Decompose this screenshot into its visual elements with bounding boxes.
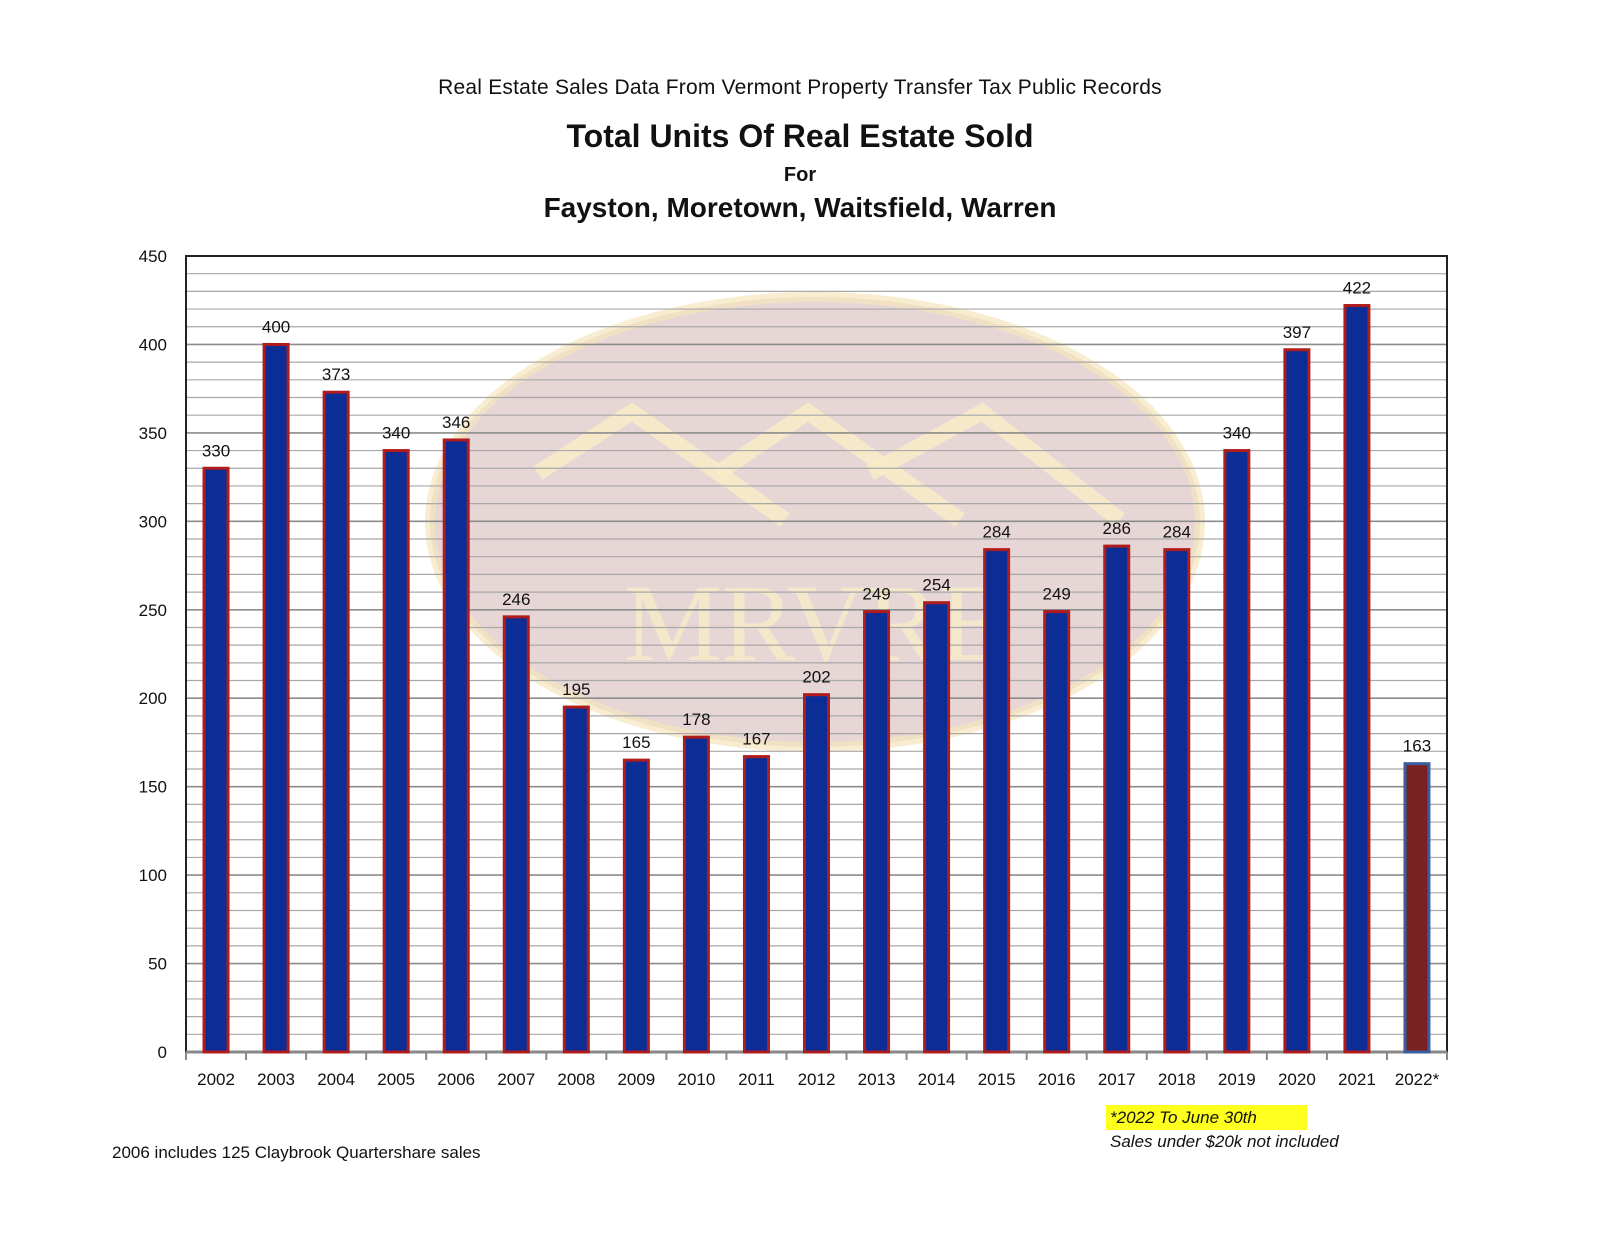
bars bbox=[202, 304, 1431, 1054]
chart-title: Total Units Of Real Estate Sold bbox=[566, 118, 1034, 154]
bar-2014 bbox=[923, 601, 951, 1054]
y-tick-label: 150 bbox=[139, 778, 167, 797]
x-tick-label: 2022* bbox=[1395, 1070, 1440, 1089]
watermark-mountain-3 bbox=[866, 402, 1125, 527]
y-tick-label: 350 bbox=[139, 424, 167, 443]
x-tick-label: 2004 bbox=[317, 1070, 355, 1089]
y-tick-label: 400 bbox=[139, 335, 167, 354]
x-tick-label: 2008 bbox=[557, 1070, 595, 1089]
data-label: 346 bbox=[442, 413, 470, 432]
data-label: 422 bbox=[1343, 279, 1371, 298]
x-tick-label: 2012 bbox=[798, 1070, 836, 1089]
x-tick-label: 2014 bbox=[918, 1070, 956, 1089]
y-tick-label: 450 bbox=[139, 247, 167, 266]
bar-2005 bbox=[382, 449, 410, 1054]
data-label: 340 bbox=[382, 424, 410, 443]
data-label: 195 bbox=[562, 680, 590, 699]
x-tick-label: 2005 bbox=[377, 1070, 415, 1089]
bar-2007 bbox=[502, 615, 530, 1054]
data-label: 249 bbox=[1043, 585, 1071, 604]
watermark-mountain-1 bbox=[533, 402, 790, 527]
y-tick-label: 100 bbox=[139, 866, 167, 885]
data-label: 254 bbox=[922, 576, 950, 595]
x-tick-label: 2010 bbox=[677, 1070, 715, 1089]
y-tick-label: 200 bbox=[139, 689, 167, 708]
bar-2010 bbox=[682, 735, 710, 1054]
bar-2017 bbox=[1103, 544, 1131, 1054]
bar-2022 bbox=[1403, 762, 1431, 1054]
data-label: 202 bbox=[802, 668, 830, 687]
bar-2019 bbox=[1223, 449, 1251, 1054]
x-tick-label: 2009 bbox=[617, 1070, 655, 1089]
bar-2016 bbox=[1043, 610, 1071, 1054]
x-tick-label: 2018 bbox=[1158, 1070, 1196, 1089]
bar-2018 bbox=[1163, 548, 1191, 1054]
x-tick-label: 2003 bbox=[257, 1070, 295, 1089]
y-tick-label: 50 bbox=[148, 955, 167, 974]
x-tick-label: 2015 bbox=[978, 1070, 1016, 1089]
data-label: 340 bbox=[1223, 424, 1251, 443]
x-tick-label: 2013 bbox=[858, 1070, 896, 1089]
bar-2013 bbox=[863, 610, 891, 1054]
x-tick-label: 2002 bbox=[197, 1070, 235, 1089]
data-label: 165 bbox=[622, 733, 650, 752]
x-tick-label: 2016 bbox=[1038, 1070, 1076, 1089]
bar-2002 bbox=[202, 466, 230, 1054]
tick-labels: 0 50 100 150 200 250 300 350 400 450 2002 2003 2004 2… bbox=[139, 247, 1440, 1089]
bar-2020 bbox=[1283, 348, 1311, 1054]
exclusion-note: Sales under $20k not included bbox=[1110, 1132, 1339, 1151]
data-label: 400 bbox=[262, 317, 290, 336]
bar-2006 bbox=[442, 438, 470, 1054]
bar-2011 bbox=[742, 755, 770, 1054]
bar-2009 bbox=[622, 758, 650, 1054]
data-labels: 330 400 373 340 346 246 195 165 178 167 202 249 254 2… bbox=[202, 279, 1431, 756]
source-line: Real Estate Sales Data From Vermont Prop… bbox=[438, 76, 1162, 99]
x-tick-label: 2021 bbox=[1338, 1070, 1376, 1089]
watermark-mountain-2 bbox=[713, 402, 965, 527]
bar-2003 bbox=[262, 342, 290, 1054]
data-label: 167 bbox=[742, 730, 770, 749]
bar-2015 bbox=[983, 548, 1011, 1054]
bar-2012 bbox=[803, 693, 830, 1054]
title-for: For bbox=[783, 164, 817, 186]
chart-subtitle: Fayston, Moretown, Waitsfield, Warren bbox=[543, 192, 1057, 223]
data-label: 163 bbox=[1403, 737, 1431, 756]
footnote: 2006 includes 125 Claybrook Quartershare… bbox=[112, 1143, 481, 1162]
data-label: 178 bbox=[682, 710, 710, 729]
y-tick-label: 250 bbox=[139, 601, 167, 620]
data-label: 330 bbox=[202, 441, 230, 460]
data-label: 284 bbox=[1163, 523, 1191, 542]
bar-2021 bbox=[1343, 304, 1371, 1054]
data-label: 246 bbox=[502, 590, 530, 609]
bar-2008 bbox=[562, 705, 590, 1054]
data-label: 284 bbox=[982, 523, 1010, 542]
data-label: 249 bbox=[862, 585, 890, 604]
data-label: 397 bbox=[1283, 323, 1311, 342]
data-label: 286 bbox=[1103, 519, 1131, 538]
x-tick-label: 2007 bbox=[497, 1070, 535, 1089]
x-tick-label: 2017 bbox=[1098, 1070, 1136, 1089]
data-label: 373 bbox=[322, 365, 350, 384]
x-tick-label: 2020 bbox=[1278, 1070, 1316, 1089]
x-tick-label: 2019 bbox=[1218, 1070, 1256, 1089]
y-tick-label: 0 bbox=[158, 1043, 167, 1062]
x-tick-label: 2011 bbox=[738, 1070, 775, 1089]
partial-year-note: *2022 To June 30th bbox=[1106, 1105, 1307, 1130]
y-tick-label: 300 bbox=[139, 512, 167, 531]
x-tick-label: 2006 bbox=[437, 1070, 475, 1089]
bar-2004 bbox=[322, 390, 350, 1054]
